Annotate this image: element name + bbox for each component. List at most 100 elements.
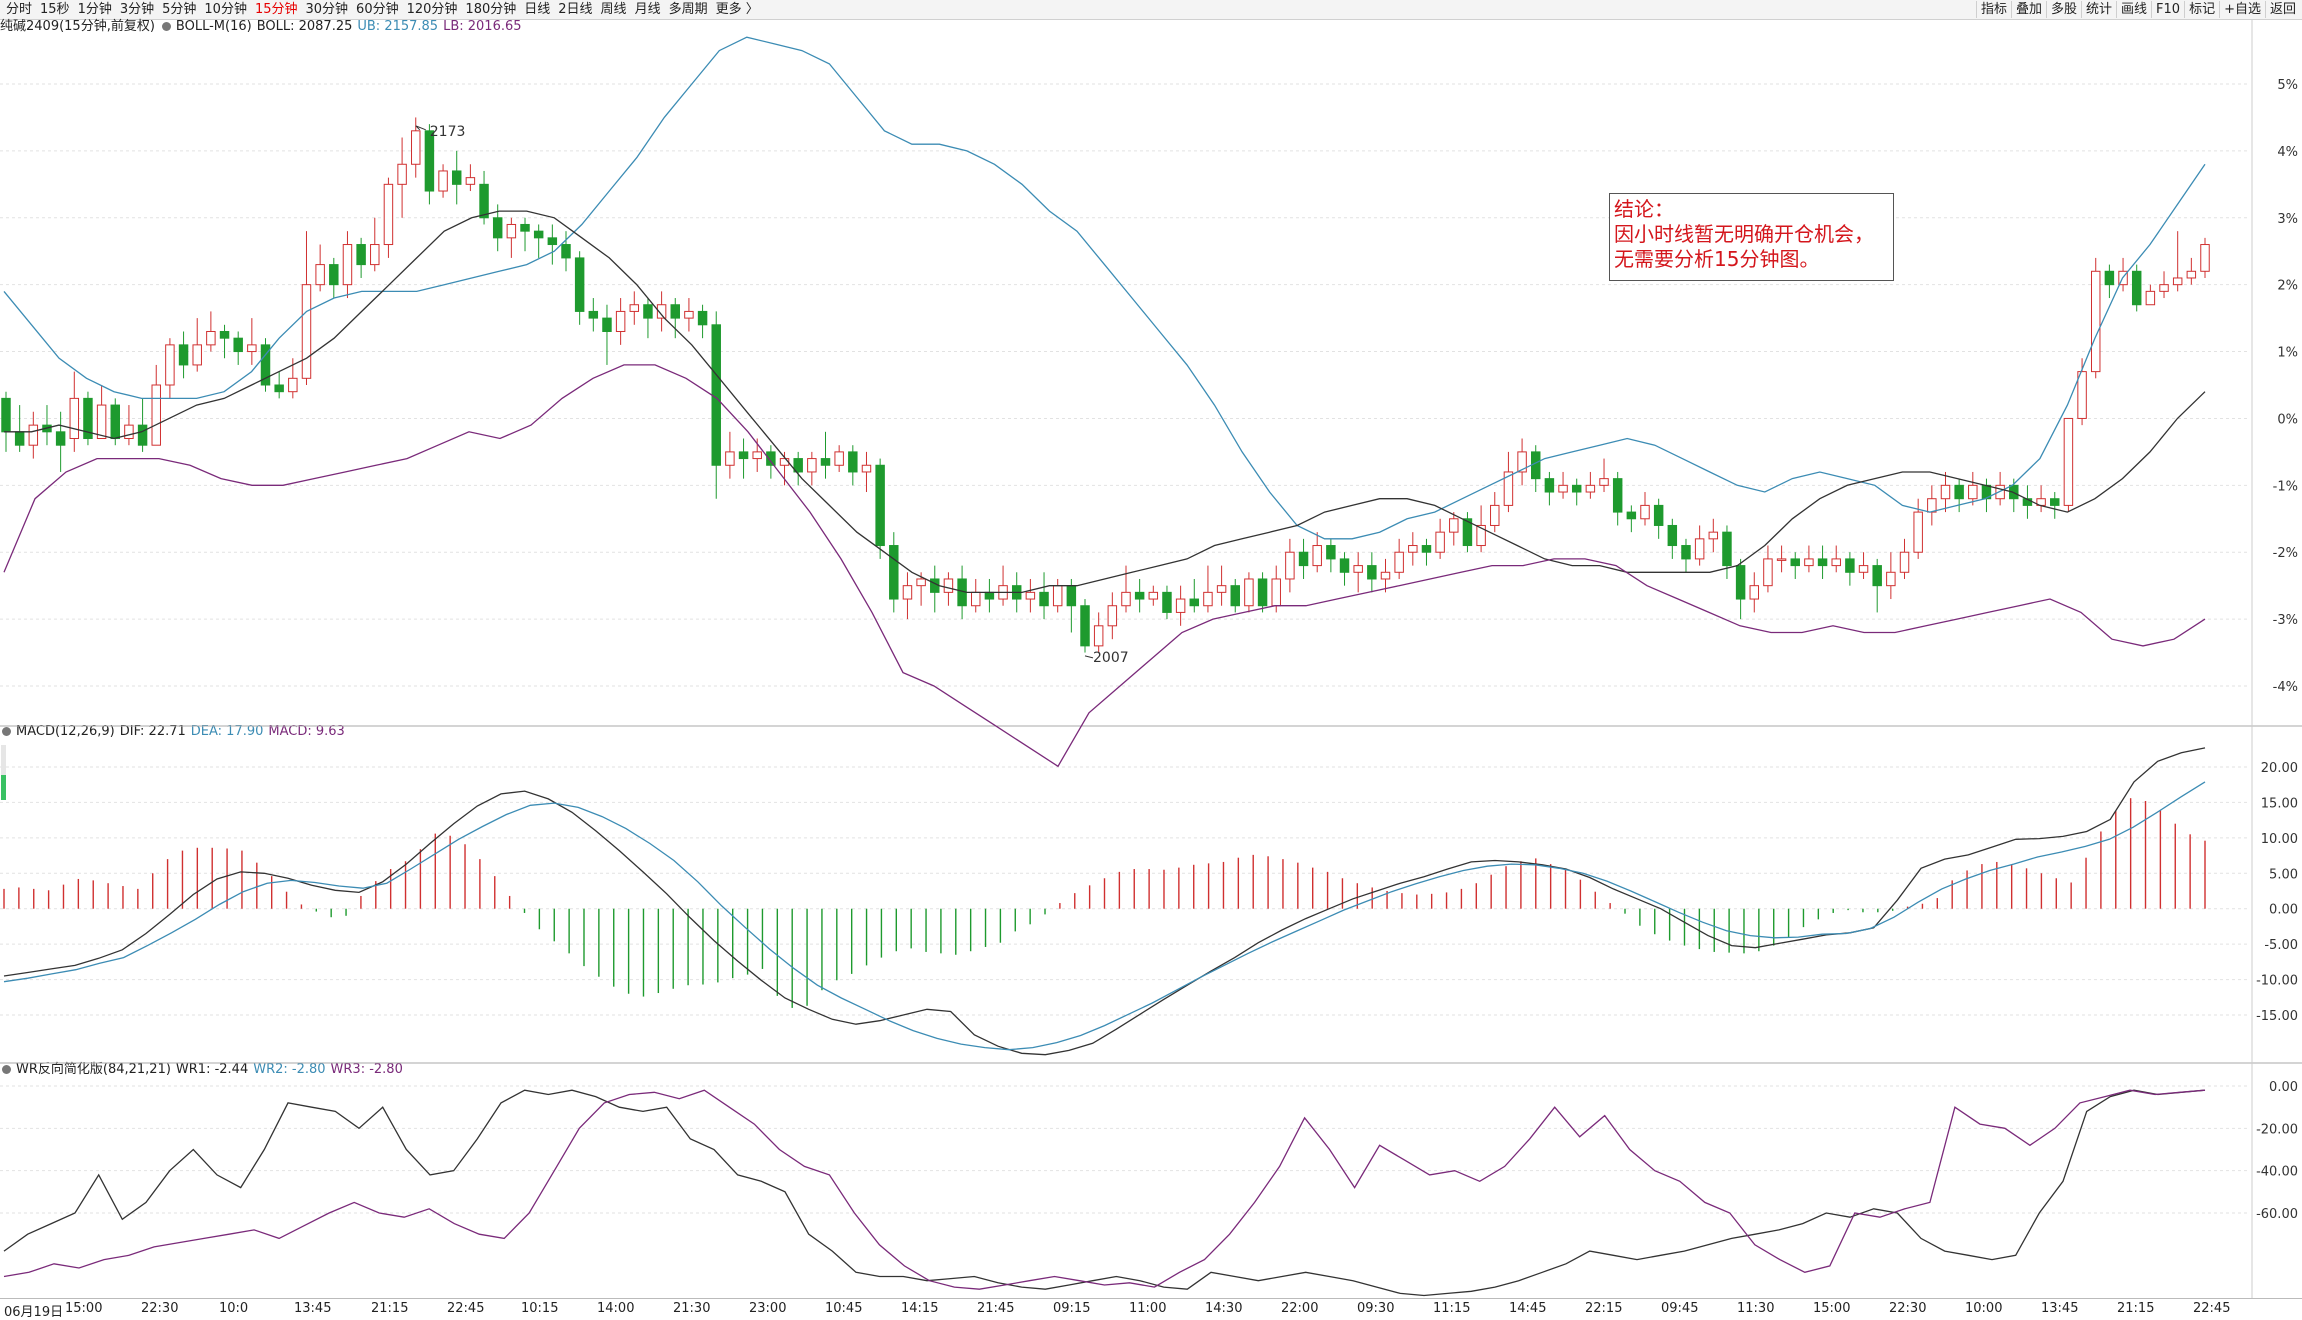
candle-body: [315, 264, 325, 286]
macd-pane: [1, 745, 2206, 1056]
candle: [1517, 438, 1527, 486]
period-tab[interactable]: 更多 〉: [715, 2, 759, 17]
toolbar-button[interactable]: 画线: [2116, 1, 2151, 18]
candle-body: [397, 163, 407, 185]
candle: [1230, 578, 1240, 613]
candle-body: [916, 578, 926, 587]
candle-body: [1694, 538, 1705, 560]
candle: [137, 398, 148, 452]
candle-body: [1776, 558, 1787, 561]
period-tab[interactable]: 5分钟: [162, 2, 197, 17]
toolbar-button[interactable]: 返回: [2264, 1, 2300, 18]
toolbar-button[interactable]: 标记: [2184, 1, 2219, 18]
candle-body: [1940, 484, 1951, 500]
period-tab[interactable]: 180分钟: [465, 2, 517, 17]
candle: [520, 217, 530, 252]
candle-body: [110, 404, 121, 440]
candle: [1203, 565, 1213, 613]
candle-body: [301, 284, 312, 379]
candle-body: [1749, 585, 1760, 600]
candle-body: [1257, 578, 1268, 607]
x-tick-label: 11:30: [1737, 1301, 1775, 1316]
candle: [1175, 585, 1186, 626]
indicator-toggle-icon[interactable]: [2, 1065, 11, 1074]
candle-body: [588, 310, 599, 319]
candle-body: [1298, 551, 1309, 567]
toolbar-button[interactable]: 统计: [2081, 1, 2116, 18]
conclusion-note[interactable]: 结论： 因小时线暂无明确开仓机会， 无需要分析15分钟图。: [1609, 193, 1894, 281]
candle: [1640, 492, 1650, 526]
y-tick-label: 0.00: [2269, 1080, 2298, 1095]
low-price-label: 2007: [1093, 650, 1129, 666]
toolbar-button[interactable]: 叠加: [2010, 1, 2046, 18]
candle: [1749, 572, 1760, 613]
toolbar-button[interactable]: +自选: [2219, 1, 2265, 18]
candle-body: [479, 183, 489, 219]
candle: [55, 411, 66, 472]
candle: [315, 244, 325, 292]
wr-label: WR反向简化版(84,21,21): [16, 1062, 171, 1077]
period-tab[interactable]: 分时: [6, 2, 33, 17]
toolbar-button[interactable]: 指标: [1975, 1, 2011, 18]
period-tab[interactable]: 15秒: [40, 2, 70, 17]
candle: [260, 338, 271, 392]
period-tab[interactable]: 10分钟: [204, 2, 247, 17]
macd-pane-header: MACD(12,26,9) DIF: 22.71 DEA: 17.90 MACD: 9…: [0, 724, 350, 740]
right-tools: 指标 叠加 多股 统计 画线 F10 标记 +自选 返回: [1975, 1, 2300, 18]
toolbar-button[interactable]: 多股: [2045, 1, 2081, 18]
candle-body: [1244, 578, 1254, 607]
candle-body: [1858, 565, 1869, 573]
wr1-line: [3, 1089, 2206, 1297]
period-tab[interactable]: 60分钟: [356, 2, 399, 17]
period-tab[interactable]: 月线: [634, 2, 661, 17]
candle-body: [342, 244, 353, 286]
candle-body: [1626, 511, 1637, 520]
candle-body: [1968, 484, 1978, 500]
candle-body: [1653, 504, 1664, 526]
period-tab[interactable]: 15分钟: [254, 2, 298, 17]
period-tab[interactable]: 2日线: [558, 2, 593, 17]
candle-body: [1230, 585, 1240, 607]
candle-body: [2131, 270, 2142, 306]
toolbar-button[interactable]: F10: [2151, 1, 2184, 18]
candle-body: [1681, 545, 1691, 560]
period-tab[interactable]: 1分钟: [77, 2, 112, 17]
candle-body: [1066, 585, 1077, 607]
indicator-toggle-icon[interactable]: [2, 727, 11, 736]
indicator-toggle-icon[interactable]: [161, 22, 171, 31]
period-tab[interactable]: 日线: [524, 2, 551, 17]
candle-body: [861, 464, 872, 473]
candle: [588, 298, 599, 332]
candle-body: [1708, 531, 1719, 540]
candle: [1353, 552, 1363, 593]
x-tick-label: 09:45: [1661, 1301, 1699, 1316]
period-tab[interactable]: 30分钟: [305, 2, 349, 17]
candle-body: [643, 304, 653, 319]
period-tab[interactable]: 多周期: [668, 2, 708, 17]
candle: [943, 572, 954, 606]
period-tab[interactable]: 120分钟: [406, 2, 458, 17]
candle-body: [889, 545, 899, 600]
candle: [1449, 512, 1459, 546]
y-tick-label: 15.00: [2261, 796, 2298, 811]
candle: [383, 177, 394, 258]
candle: [424, 124, 435, 205]
period-tab[interactable]: 周线: [600, 2, 627, 17]
note-line-1: 结论：: [1614, 197, 1674, 221]
candle-body: [2186, 270, 2197, 279]
candle-body: [69, 397, 80, 440]
candle: [629, 291, 640, 325]
candle: [1954, 478, 1964, 513]
candle: [2131, 264, 2142, 312]
candle-body: [2200, 244, 2210, 272]
candle: [1694, 525, 1705, 566]
x-tick-label: 21:45: [977, 1301, 1015, 1316]
candle-body: [1831, 558, 1841, 567]
candle: [1394, 538, 1404, 579]
period-tab[interactable]: 3分钟: [119, 2, 155, 17]
x-tick-label: 21:15: [371, 1301, 409, 1316]
candle: [1490, 492, 1500, 533]
candle: [233, 331, 243, 365]
candle-body: [124, 424, 134, 440]
